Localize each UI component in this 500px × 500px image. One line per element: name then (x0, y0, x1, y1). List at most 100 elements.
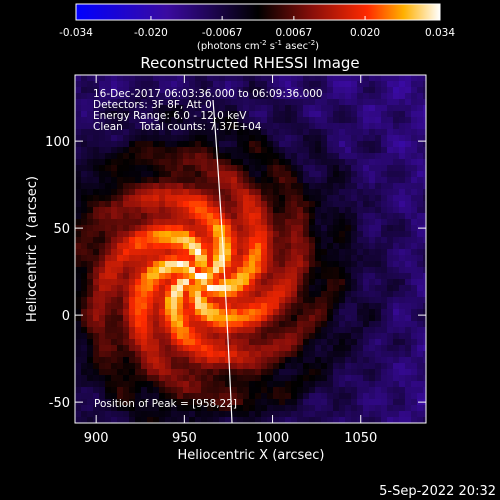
heatmap-cell (375, 237, 382, 244)
heatmap-cell (105, 375, 112, 382)
heatmap-cell (75, 159, 82, 166)
heatmap-cell (375, 333, 382, 340)
heatmap-cell (165, 279, 172, 286)
heatmap-cell (165, 237, 172, 244)
heatmap-cell (189, 321, 196, 328)
heatmap-cell (231, 261, 238, 268)
heatmap-cell (261, 381, 268, 388)
heatmap-cell (123, 417, 130, 423)
heatmap-cell (369, 321, 376, 328)
heatmap-cell (99, 147, 106, 154)
heatmap-cell (159, 75, 166, 82)
heatmap-cell (153, 195, 160, 202)
heatmap-cell (135, 273, 142, 280)
heatmap-cell (147, 285, 154, 292)
heatmap-cell (81, 171, 88, 178)
heatmap-cell (213, 321, 220, 328)
heatmap-cell (243, 159, 250, 166)
heatmap-cell (249, 225, 256, 232)
heatmap-cell (129, 111, 136, 118)
heatmap-cell (411, 105, 418, 112)
heatmap-cell (393, 351, 400, 358)
heatmap-cell (411, 231, 418, 238)
heatmap-cell (399, 135, 406, 142)
heatmap-cell (195, 261, 202, 268)
heatmap-cell (345, 291, 352, 298)
heatmap-cell (135, 183, 142, 190)
heatmap-cell (393, 255, 400, 262)
heatmap-cell (201, 243, 208, 250)
heatmap-cell (327, 99, 334, 106)
heatmap-cell (213, 375, 220, 382)
heatmap-cell (261, 417, 268, 423)
heatmap-cell (279, 405, 286, 412)
heatmap-cell (399, 105, 406, 112)
heatmap-cell (381, 231, 388, 238)
heatmap-cell (213, 339, 220, 346)
heatmap-cell (159, 123, 166, 130)
heatmap-cell (399, 369, 406, 376)
heatmap-cell (213, 285, 220, 292)
heatmap-cell (339, 147, 346, 154)
heatmap-cell (165, 201, 172, 208)
heatmap-cell (399, 315, 406, 322)
heatmap-cell (369, 369, 376, 376)
heatmap-cell (423, 213, 426, 220)
heatmap-cell (405, 393, 412, 400)
heatmap-cell (123, 231, 130, 238)
heatmap-cell (279, 261, 286, 268)
heatmap-cell (399, 255, 406, 262)
heatmap-cell (171, 375, 178, 382)
heatmap-cell (207, 267, 214, 274)
heatmap-cell (291, 381, 298, 388)
colorbar-tick-label: -0.034 (59, 27, 93, 39)
heatmap-cell (249, 171, 256, 178)
heatmap-cell (219, 267, 226, 274)
heatmap-cell (249, 321, 256, 328)
heatmap-cell (417, 291, 424, 298)
heatmap-cell (411, 183, 418, 190)
heatmap-cell (177, 261, 184, 268)
heatmap-cell (99, 255, 106, 262)
heatmap-cell (327, 399, 334, 406)
heatmap-cell (285, 219, 292, 226)
heatmap-cell (231, 129, 238, 136)
heatmap-cell (375, 117, 382, 124)
heatmap-cell (177, 375, 184, 382)
heatmap-cell (315, 183, 322, 190)
heatmap-cell (243, 411, 250, 418)
heatmap-cell (99, 327, 106, 334)
heatmap-cell (255, 141, 262, 148)
heatmap-cell (99, 273, 106, 280)
heatmap-cell (243, 111, 250, 118)
heatmap-cell (195, 297, 202, 304)
heatmap-cell (267, 171, 274, 178)
heatmap-cell (327, 291, 334, 298)
heatmap-cell (387, 111, 394, 118)
heatmap-cell (177, 87, 184, 94)
heatmap-cell (141, 267, 148, 274)
heatmap-cell (99, 81, 106, 88)
heatmap-cell (297, 333, 304, 340)
heatmap-cell (393, 261, 400, 268)
heatmap-cell (213, 303, 220, 310)
heatmap-cell (423, 411, 426, 418)
heatmap-cell (213, 267, 220, 274)
heatmap-cell (81, 93, 88, 100)
heatmap-cell (237, 267, 244, 274)
heatmap-cell (357, 189, 364, 196)
heatmap-cell (165, 81, 172, 88)
heatmap-cell (285, 99, 292, 106)
heatmap-cell (243, 339, 250, 346)
heatmap-cell (183, 309, 190, 316)
heatmap-cell (111, 123, 118, 130)
heatmap-cell (123, 255, 130, 262)
heatmap-cell (93, 219, 100, 226)
heatmap-cell (387, 129, 394, 136)
heatmap-cell (147, 75, 154, 82)
heatmap-cell (273, 333, 280, 340)
heatmap-cell (111, 255, 118, 262)
heatmap-cell (315, 135, 322, 142)
heatmap-cell (387, 267, 394, 274)
heatmap-cell (261, 159, 268, 166)
